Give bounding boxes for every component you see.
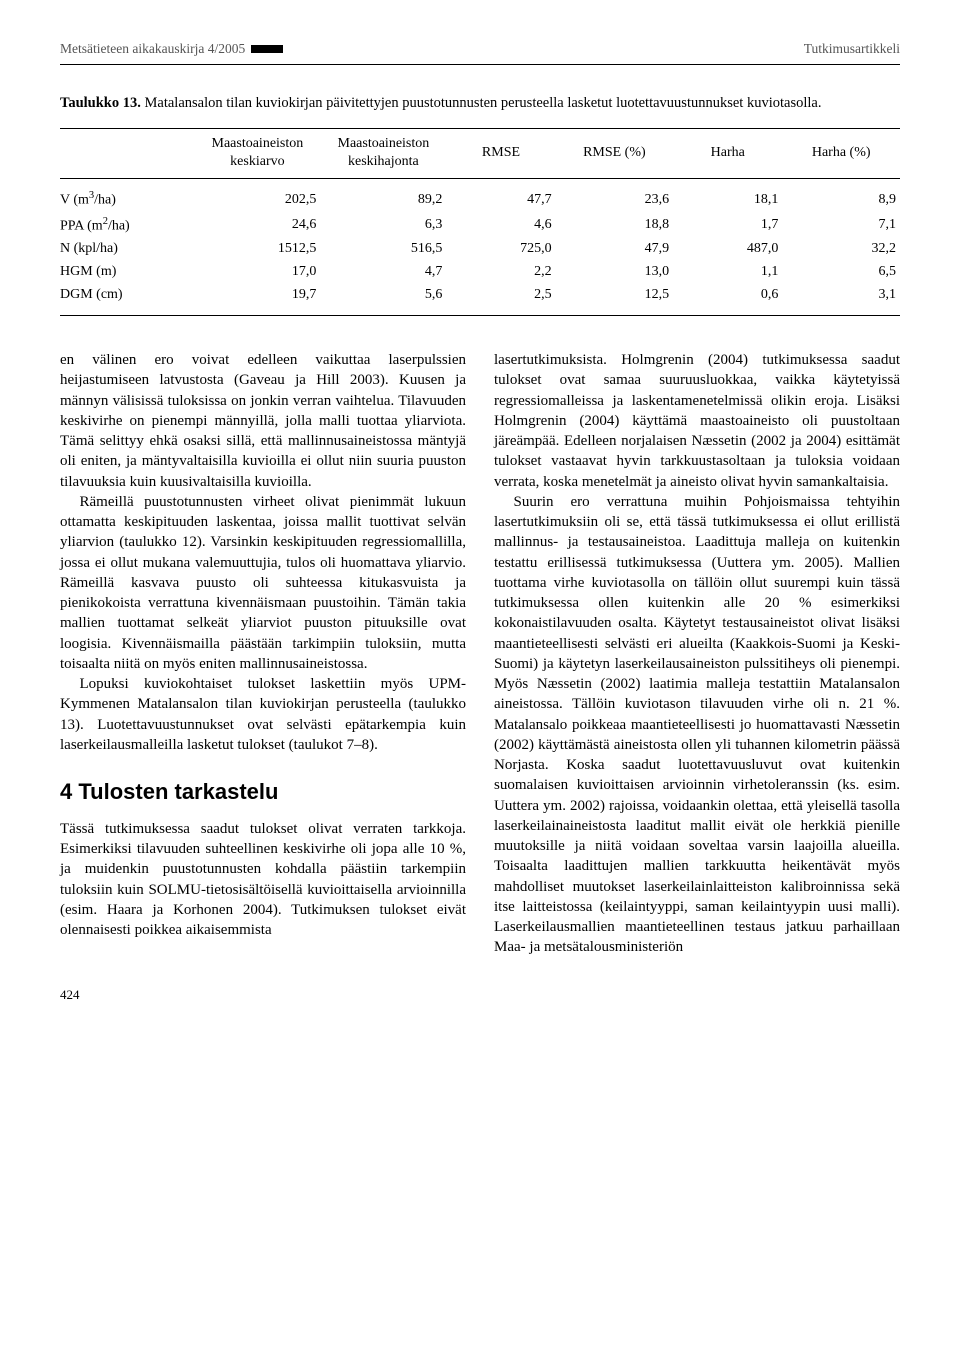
table-row: DGM (cm)19,75,62,512,50,63,1 — [60, 284, 900, 315]
table-header-cell — [60, 128, 194, 179]
table-cell: 4,6 — [446, 213, 555, 239]
table-cell: 8,9 — [782, 179, 900, 213]
results-table: MaastoaineistonkeskiarvoMaastoaineistonk… — [60, 128, 900, 317]
table-cell: 6,5 — [782, 261, 900, 284]
table-cell: 47,9 — [556, 238, 674, 261]
table-cell: 1,7 — [673, 213, 782, 239]
table-cell: PPA (m2/ha) — [60, 213, 194, 239]
table-cell: 7,1 — [782, 213, 900, 239]
table-cell: 17,0 — [194, 261, 320, 284]
paragraph: Rämeillä puustotunnusten virheet olivat … — [60, 492, 466, 674]
paragraph: Suurin ero verrattuna muihin Pohjoismais… — [494, 492, 900, 958]
page-number: 424 — [60, 986, 900, 1004]
table-cell: 32,2 — [782, 238, 900, 261]
table-cell: 516,5 — [320, 238, 446, 261]
table-header-cell: Harha — [673, 128, 782, 179]
table-cell: 2,2 — [446, 261, 555, 284]
table-cell: 18,1 — [673, 179, 782, 213]
table-cell: 24,6 — [194, 213, 320, 239]
table-row: PPA (m2/ha)24,66,34,618,81,77,1 — [60, 213, 900, 239]
table-cell: N (kpl/ha) — [60, 238, 194, 261]
paragraph: en välinen ero voivat edelleen vaikuttaa… — [60, 350, 466, 492]
table-row: V (m3/ha)202,589,247,723,618,18,9 — [60, 179, 900, 213]
paragraph: Tässä tutkimuksessa saadut tulokset oliv… — [60, 819, 466, 941]
table-cell: 23,6 — [556, 179, 674, 213]
table-cell: 5,6 — [320, 284, 446, 315]
table-cell: 1512,5 — [194, 238, 320, 261]
table-cell: 6,3 — [320, 213, 446, 239]
table-cell: 18,8 — [556, 213, 674, 239]
body-columns: en välinen ero voivat edelleen vaikuttaa… — [60, 350, 900, 958]
table-cell: 725,0 — [446, 238, 555, 261]
table-cell: 89,2 — [320, 179, 446, 213]
table-header-cell: Maastoaineistonkeskiarvo — [194, 128, 320, 179]
table-header-row: MaastoaineistonkeskiarvoMaastoaineistonk… — [60, 128, 900, 179]
article-type: Tutkimusartikkeli — [804, 40, 900, 58]
journal-title: Metsätieteen aikakauskirja 4/2005 — [60, 40, 245, 58]
table-row: HGM (m)17,04,72,213,01,16,5 — [60, 261, 900, 284]
table-cell: 13,0 — [556, 261, 674, 284]
table-cell: V (m3/ha) — [60, 179, 194, 213]
table-cell: 3,1 — [782, 284, 900, 315]
table-header-cell: Harha (%) — [782, 128, 900, 179]
table-cell: 4,7 — [320, 261, 446, 284]
table-row: N (kpl/ha)1512,5516,5725,047,9487,032,2 — [60, 238, 900, 261]
table-cell: 202,5 — [194, 179, 320, 213]
header-rule — [60, 64, 900, 65]
table-caption: Taulukko 13. Matalansalon tilan kuviokir… — [60, 93, 900, 113]
table-cell: 47,7 — [446, 179, 555, 213]
table-cell: 1,1 — [673, 261, 782, 284]
table-header-cell: Maastoaineistonkeskihajonta — [320, 128, 446, 179]
table-cell: 487,0 — [673, 238, 782, 261]
table-cell: DGM (cm) — [60, 284, 194, 315]
table-cell: 0,6 — [673, 284, 782, 315]
header-bar-icon — [251, 45, 283, 53]
running-header: Metsätieteen aikakauskirja 4/2005 Tutkim… — [60, 40, 900, 58]
section-heading: 4 Tulosten tarkastelu — [60, 777, 466, 807]
table-caption-text: Matalansalon tilan kuviokirjan päivitett… — [145, 95, 822, 111]
table-body: V (m3/ha)202,589,247,723,618,18,9PPA (m2… — [60, 179, 900, 316]
table-header-cell: RMSE — [446, 128, 555, 179]
table-cell: 2,5 — [446, 284, 555, 315]
table-label: Taulukko 13. — [60, 95, 141, 111]
table-cell: HGM (m) — [60, 261, 194, 284]
table-cell: 19,7 — [194, 284, 320, 315]
table-cell: 12,5 — [556, 284, 674, 315]
paragraph: lasertutkimuksista. Holmgrenin (2004) tu… — [494, 350, 900, 492]
table-header-cell: RMSE (%) — [556, 128, 674, 179]
paragraph: Lopuksi kuviokohtaiset tulokset lasketti… — [60, 674, 466, 755]
journal-title-wrap: Metsätieteen aikakauskirja 4/2005 — [60, 40, 283, 58]
